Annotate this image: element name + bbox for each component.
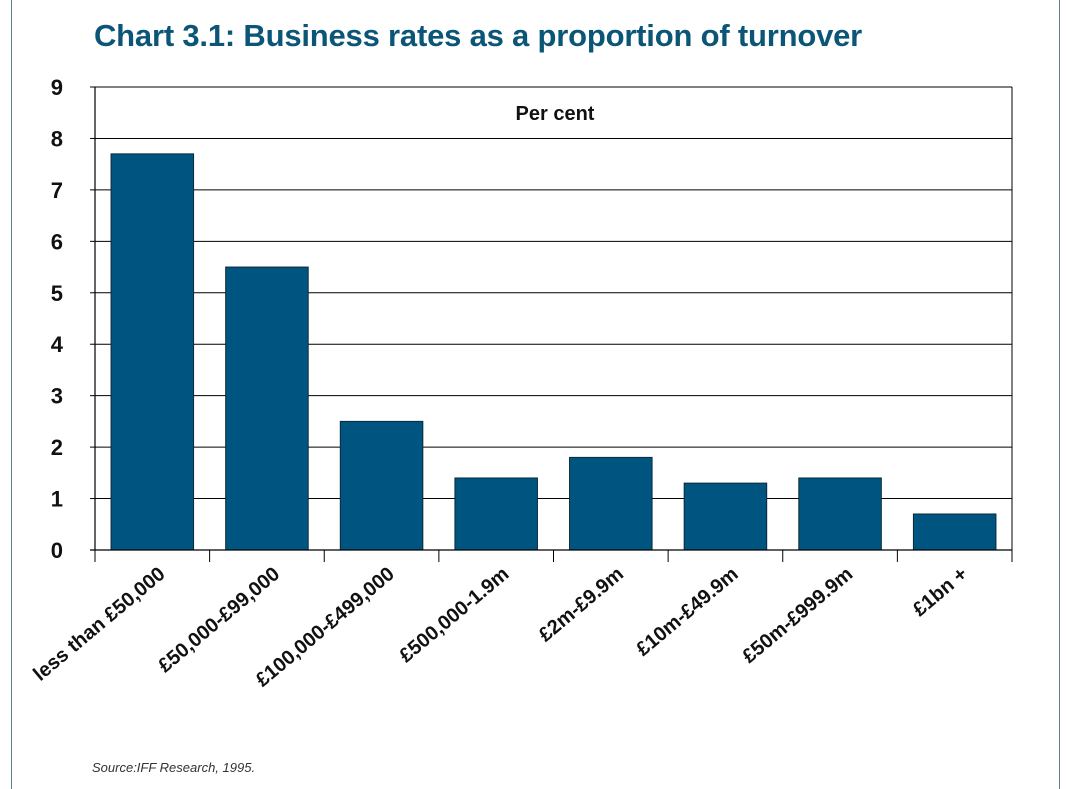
bar (110, 153, 195, 551)
x-tick-label: £50,000-£99,000 (154, 563, 284, 677)
y-tick-label: 6 (51, 229, 63, 254)
y-tick-label: 4 (51, 332, 64, 357)
bar (339, 420, 424, 551)
y-tick-labels: 0 1 2 3 4 5 6 7 8 9 (51, 75, 64, 563)
x-tick-label: less than £50,000 (29, 563, 169, 686)
y-tick-label: 5 (51, 281, 63, 306)
source-note: Source:IFF Research, 1995. (92, 760, 256, 775)
bar (798, 477, 882, 551)
y-tick-label: 9 (51, 75, 63, 100)
bar (912, 513, 997, 551)
bar (569, 456, 653, 551)
x-tick-label: £10m-£49.9m (632, 563, 742, 661)
y-tick-label: 2 (51, 435, 63, 460)
axes (90, 86, 1013, 562)
x-tick-label: £1bn + (909, 563, 972, 621)
y-tick-label: 3 (51, 384, 63, 409)
bar (454, 477, 538, 551)
y-tick-label: 1 (51, 487, 63, 512)
y-tick-label: 8 (51, 126, 63, 151)
y-tick-label: 0 (51, 538, 63, 563)
x-tick-label: £2m-£9.9m (535, 563, 628, 646)
bars (110, 153, 997, 551)
unit-label: Per cent (516, 103, 595, 125)
chart-title: Chart 3.1: Business rates as a proportio… (94, 18, 863, 53)
frame-left-border (11, 0, 12, 789)
x-tick-labels: less than £50,000£50,000-£99,000£100,000… (29, 563, 972, 691)
y-tick-label: 7 (51, 178, 63, 203)
x-tick-label: £50m-£999.9m (738, 563, 857, 668)
x-tick-label: £500,000-1.9m (395, 563, 513, 667)
bar (683, 482, 768, 551)
bar (225, 266, 309, 551)
frame-right-border (1059, 0, 1060, 789)
